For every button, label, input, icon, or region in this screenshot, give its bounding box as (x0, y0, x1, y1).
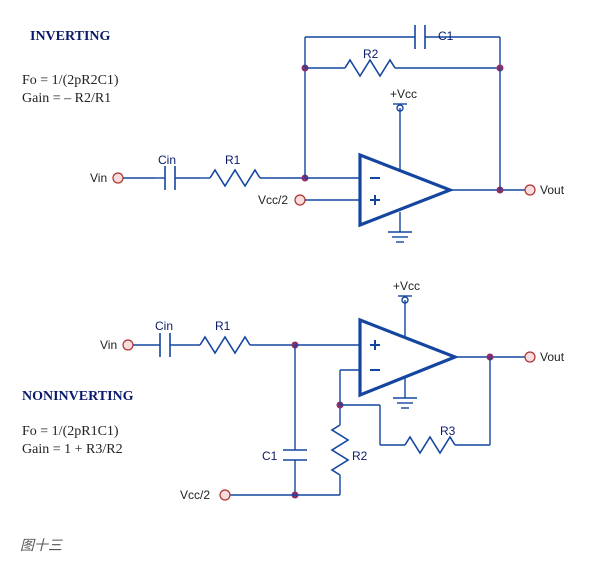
c1-label: C1 (438, 30, 453, 42)
vcc2-label: Vcc/2 (258, 194, 288, 206)
r2-resistor (345, 60, 395, 76)
opamp (360, 155, 450, 225)
noninverting-circuit (123, 296, 535, 500)
c1-cap (415, 25, 425, 49)
vcc2-terminal (295, 195, 305, 205)
r2-resistor-n (332, 425, 348, 475)
opamp-n (360, 320, 455, 395)
figure-caption: 图十三 (20, 540, 62, 554)
inverting-title: INVERTING (30, 30, 110, 44)
r2-label-n: R2 (352, 450, 367, 462)
r1-label: R1 (225, 154, 240, 166)
cin-label: Cin (158, 154, 176, 166)
vin-terminal-n (123, 340, 133, 350)
c1-cap-n (283, 450, 307, 460)
vout-label: Vout (540, 184, 564, 196)
inverting-circuit (113, 25, 535, 242)
noninverting-fo: Fo = 1/(2pR1C1) (22, 425, 119, 439)
noninverting-gain: Gain = 1 + R3/R2 (22, 443, 123, 457)
noninverting-title: NONINVERTING (22, 390, 134, 404)
r1-label-n: R1 (215, 320, 230, 332)
vcc-label: +Vcc (390, 88, 417, 100)
r3-label-n: R3 (440, 425, 455, 437)
diagram-canvas: INVERTING Fo = 1/(2pR2C1) Gain = – R2/R1… (0, 0, 597, 566)
c1-label-n: C1 (262, 450, 277, 462)
vcc-label-n: +Vcc (393, 280, 420, 292)
r3-resistor-n (405, 437, 455, 453)
inverting-fo: Fo = 1/(2pR2C1) (22, 74, 119, 88)
vin-label: Vin (90, 172, 107, 184)
cin-label-n: Cin (155, 320, 173, 332)
vin-label-n: Vin (100, 339, 117, 351)
r1-resistor-n (200, 337, 250, 353)
vout-label-n: Vout (540, 351, 564, 363)
r1-resistor (200, 170, 305, 186)
vcc2-label-n: Vcc/2 (180, 489, 210, 501)
r2-label: R2 (363, 48, 378, 60)
inverting-gain: Gain = – R2/R1 (22, 92, 111, 106)
vout-terminal (525, 185, 535, 195)
cin-cap-n (160, 333, 170, 357)
cin-cap (155, 166, 200, 190)
vin-terminal (113, 173, 123, 183)
